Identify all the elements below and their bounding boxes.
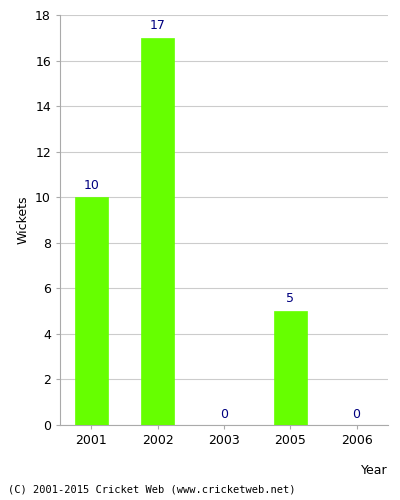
Text: 0: 0 <box>352 408 360 421</box>
Text: 10: 10 <box>84 178 100 192</box>
Text: 5: 5 <box>286 292 294 306</box>
Bar <box>141 38 174 425</box>
Text: 0: 0 <box>220 408 228 421</box>
Bar <box>274 311 307 425</box>
Bar <box>75 197 108 425</box>
Y-axis label: Wickets: Wickets <box>16 196 30 244</box>
Text: 17: 17 <box>150 19 166 32</box>
Text: (C) 2001-2015 Cricket Web (www.cricketweb.net): (C) 2001-2015 Cricket Web (www.cricketwe… <box>8 485 296 495</box>
Text: Year: Year <box>361 464 388 477</box>
